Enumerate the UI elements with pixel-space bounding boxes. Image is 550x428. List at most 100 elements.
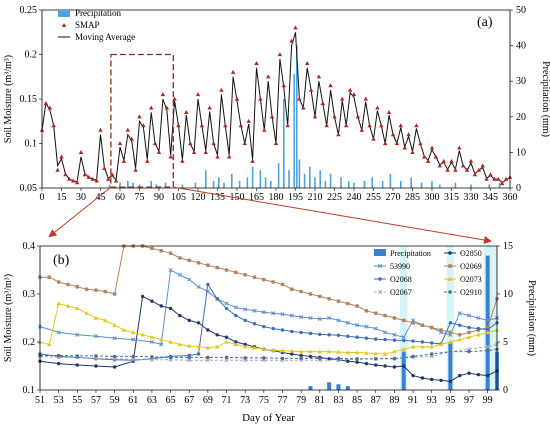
series-point-O2073	[140, 332, 145, 337]
series-point-O2073	[121, 327, 127, 332]
smap-point	[184, 109, 189, 114]
precip-bar-b	[345, 386, 350, 390]
x-tick-label: 75	[135, 192, 145, 203]
smap-point	[375, 105, 380, 110]
smap-point	[503, 176, 509, 181]
precip-bar-a	[303, 173, 306, 188]
smap-point	[363, 96, 368, 101]
series-point-O2068	[318, 332, 322, 337]
precip-bar-a	[420, 182, 423, 188]
series-point-O2910	[485, 348, 490, 353]
smap-point	[149, 105, 154, 110]
x-tick-label-b: 79	[296, 395, 306, 406]
x-tick-label-b: 89	[389, 395, 399, 406]
smap-point	[390, 132, 396, 137]
series-point-O2910	[150, 355, 154, 359]
y-tick-label-b: 0.2	[23, 337, 36, 348]
series-point-O2068	[299, 330, 303, 335]
series-point-O2850	[150, 299, 154, 303]
series-point-53990	[392, 332, 397, 337]
precip-bar-a	[132, 182, 134, 188]
x-tick-label: 225	[327, 192, 342, 203]
smap-point	[230, 69, 236, 74]
smap-point	[429, 145, 435, 150]
smap-point	[71, 178, 76, 183]
smap-point	[238, 123, 244, 128]
series-point-O2069	[430, 325, 434, 330]
x-tick-label-b: 81	[315, 395, 325, 406]
legend-swatch-precipitation	[58, 10, 70, 17]
series-point-O2073	[308, 349, 313, 354]
series-point-O2850	[364, 361, 369, 366]
series-point-53990	[75, 332, 80, 337]
panel-label-b: (b)	[53, 253, 70, 268]
smap-point	[453, 167, 458, 172]
x-tick-label-b: 71	[222, 395, 232, 406]
series-point-O2073	[261, 347, 267, 351]
series-point-O2073	[401, 347, 406, 351]
x-tick-label-b: 73	[240, 395, 250, 406]
precip-bar-a	[498, 182, 501, 188]
precip-bar-a	[293, 74, 295, 188]
smap-point	[223, 123, 228, 128]
smap-point	[74, 180, 80, 185]
series-point-O2069	[336, 299, 341, 303]
zoom-connectors	[48, 186, 492, 244]
precip-bar-a	[150, 180, 152, 188]
series-point-O2069	[47, 275, 52, 279]
series-point-53990	[457, 311, 462, 316]
series-point-O2910	[187, 355, 191, 360]
smap-point	[137, 114, 142, 119]
series-point-O2069	[196, 261, 201, 265]
series-point-O2910	[168, 355, 173, 360]
series-point-O2068	[411, 339, 415, 343]
y2-tick-label: 40	[516, 41, 526, 52]
precip-bar-a	[371, 177, 373, 188]
x-tick-label: 255	[366, 192, 381, 203]
series-point-53990	[327, 315, 332, 321]
smap-point	[98, 127, 103, 132]
x-tick-label-b: 63	[147, 395, 157, 406]
series-point-O2850	[476, 372, 481, 377]
series-point-53990	[336, 318, 341, 323]
x-tick-label-b: 99	[483, 395, 493, 406]
series-point-O2069	[168, 251, 173, 255]
smap-point	[492, 176, 497, 181]
smap-point	[195, 92, 201, 97]
series-point-O2069	[224, 268, 229, 272]
x-tick-label-b: 55	[72, 395, 82, 406]
smap-point	[172, 96, 177, 101]
series-point-O2850	[234, 340, 238, 344]
series-point-O2069	[187, 258, 191, 263]
zoom-arrow-left	[48, 186, 112, 238]
series-point-O2850	[75, 363, 80, 367]
series-point-O2069	[84, 287, 89, 291]
series-point-O2069	[355, 304, 359, 308]
smap-point	[266, 74, 271, 79]
x-tick-label: 360	[503, 192, 518, 203]
smap-point	[281, 83, 286, 88]
smap-point	[418, 141, 423, 146]
legend-label-precipitation: Precipitation	[75, 8, 121, 18]
x-tick-label: 270	[386, 192, 401, 203]
series-point-O2850	[290, 352, 294, 356]
smap-point	[277, 52, 283, 57]
series-point-O2073	[84, 311, 89, 315]
smap-point	[86, 174, 91, 179]
x-tick-label: 60	[115, 192, 125, 203]
series-point-O2910	[56, 353, 61, 358]
y2-axis-label-b: Precipitation (mm)	[526, 280, 537, 356]
x-tick-label: 30	[76, 192, 86, 203]
series-point-O2069	[402, 318, 406, 323]
series-point-O2850	[159, 304, 163, 308]
smap-point	[180, 158, 185, 163]
series-point-O2073	[336, 349, 341, 354]
precip-bar-a	[353, 182, 355, 188]
y-axis-label: Soil Moisture (m³/m³)	[3, 55, 14, 143]
legend-marker-O2069	[448, 264, 452, 268]
precip-bar-a	[329, 173, 332, 188]
series-point-O2069	[103, 289, 107, 294]
series-point-O2069	[346, 301, 350, 306]
y-tick-label-b: 0.4	[23, 241, 36, 252]
series-point-53990	[56, 330, 61, 335]
